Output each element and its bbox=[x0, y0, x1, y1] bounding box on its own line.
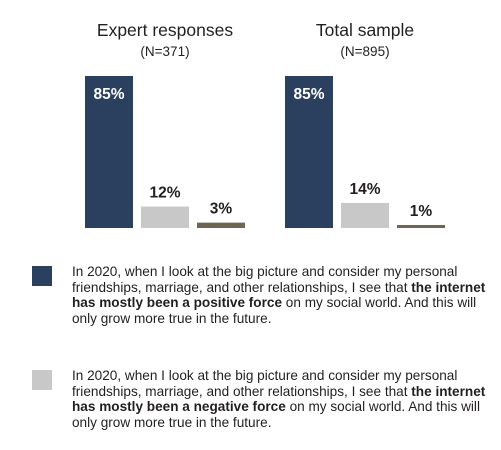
bar-panel2-series2 bbox=[341, 202, 389, 228]
value-label-panel1-series2: 12% bbox=[149, 185, 180, 202]
value-label-panel1-series1: 85% bbox=[93, 86, 124, 103]
bar-panel2-series3 bbox=[397, 225, 445, 228]
bar-panel1-series1 bbox=[85, 76, 133, 228]
legend-text-positive-end: on my social world. And this will only g… bbox=[72, 295, 477, 326]
legend-text-negative: In 2020, when I look at the big picture … bbox=[72, 368, 492, 430]
bar-chart: Expert responses (N=371) 85% 12% 3% Total sam… bbox=[85, 20, 445, 228]
panel-subtitle-2: (N=895) bbox=[340, 44, 389, 59]
legend-text-positive: In 2020, when I look at the big picture … bbox=[72, 264, 492, 326]
panel-title-1: Expert responses bbox=[97, 20, 233, 40]
legend-text-positive-start: In 2020, when I look at the big picture … bbox=[72, 264, 458, 295]
legend-swatch-negative bbox=[32, 370, 52, 390]
bar-panel2-series1 bbox=[285, 76, 333, 228]
bar-panel1-series2 bbox=[141, 206, 189, 228]
value-label-panel2-series1: 85% bbox=[293, 86, 324, 103]
value-label-panel2-series3: 1% bbox=[410, 203, 433, 220]
legend-text-negative-start: In 2020, when I look at the big picture … bbox=[72, 368, 458, 399]
bar-panel1-series3 bbox=[197, 222, 245, 228]
legend-swatch-positive bbox=[32, 266, 52, 286]
legend-text-positive-emphasis: the internet has mostly been a positive … bbox=[72, 279, 486, 311]
panel-title-2: Total sample bbox=[316, 20, 414, 40]
legend-text-negative-emphasis: the internet has mostly been a negative … bbox=[72, 383, 486, 415]
value-label-panel1-series3: 3% bbox=[210, 201, 233, 218]
legend-text-negative-end: on my social world. And this will only g… bbox=[72, 399, 480, 430]
panel-subtitle-1: (N=371) bbox=[140, 44, 189, 59]
value-label-panel2-series2: 14% bbox=[349, 181, 380, 198]
